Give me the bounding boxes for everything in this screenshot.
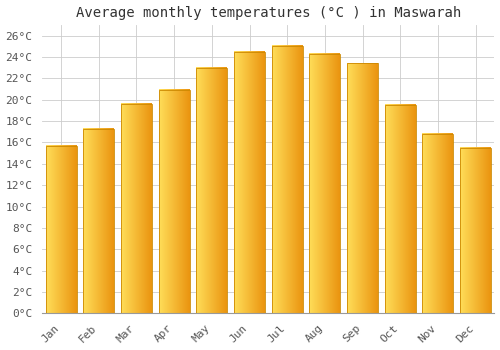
Bar — [196, 68, 228, 313]
Bar — [234, 51, 265, 313]
Bar — [272, 46, 302, 313]
Bar — [158, 90, 190, 313]
Bar — [460, 148, 491, 313]
Bar — [385, 105, 416, 313]
Title: Average monthly temperatures (°C ) in Maswarah: Average monthly temperatures (°C ) in Ma… — [76, 6, 461, 20]
Bar — [422, 134, 454, 313]
Bar — [121, 104, 152, 313]
Bar — [46, 146, 76, 313]
Bar — [84, 128, 114, 313]
Bar — [347, 63, 378, 313]
Bar — [310, 54, 340, 313]
